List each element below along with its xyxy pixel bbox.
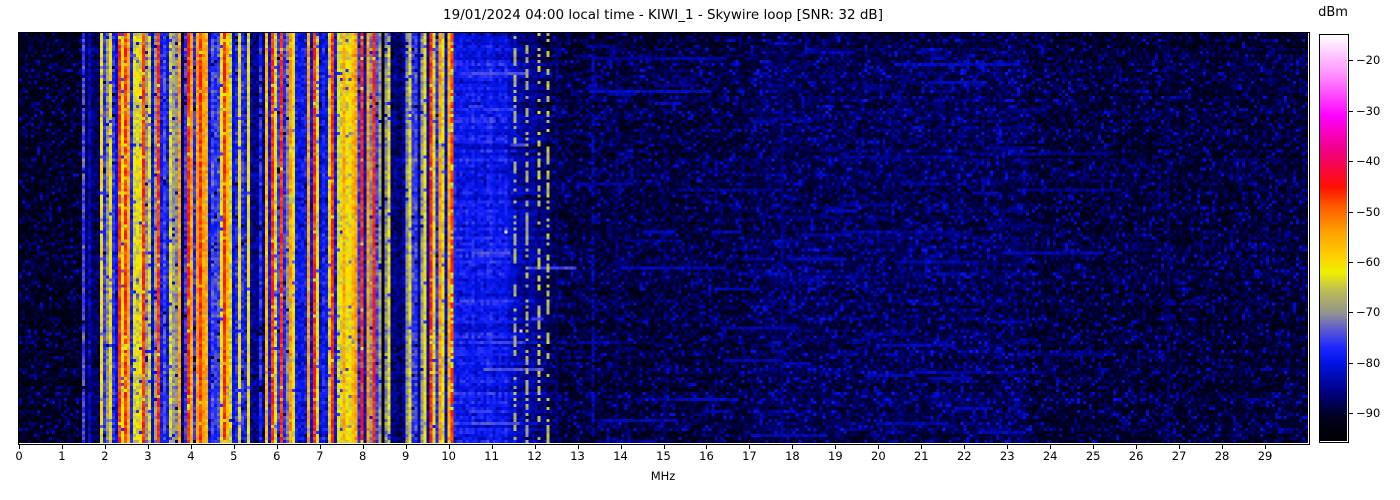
x-tick-mark [835,444,837,449]
colorbar-tick-label: −80 [1356,355,1381,370]
x-tick-label: 10 [441,449,456,463]
x-tick-label: 7 [316,449,324,463]
x-tick-label: 11 [484,449,499,463]
x-tick-mark [147,444,149,449]
x-tick-mark [1007,444,1009,449]
x-tick-label: 1 [58,449,66,463]
colorbar-tick-label: −50 [1356,204,1381,219]
x-tick-label: 15 [656,449,671,463]
x-tick-label: 12 [527,449,542,463]
x-tick-mark [921,444,923,449]
x-tick-label: 26 [1128,449,1144,463]
x-tick-mark [1265,444,1267,449]
x-tick-mark [792,444,794,449]
x-tick-mark [1179,444,1181,449]
x-tick-label: 25 [1085,449,1101,463]
x-tick-label: 0 [15,449,23,463]
colorbar-tick-mark [1348,60,1353,62]
x-tick-label: 23 [999,449,1015,463]
x-tick-label: 9 [402,449,410,463]
colorbar-tick-mark [1348,110,1353,112]
x-tick-label: 22 [956,449,972,463]
x-tick-mark [405,444,407,449]
x-tick-mark [491,444,493,449]
x-tick-mark [749,444,751,449]
x-tick-label: 27 [1171,449,1187,463]
colorbar-tick-mark [1348,312,1353,314]
x-tick-mark [362,444,364,449]
colorbar-tick-mark [1348,413,1353,415]
spectrogram-canvas [19,33,1308,443]
x-tick-label: 13 [570,449,585,463]
x-tick-mark [233,444,235,449]
chart-title: 19/01/2024 04:00 local time - KIWI_1 - S… [443,7,883,23]
x-tick-label: 29 [1257,449,1273,463]
x-tick-mark [1093,444,1095,449]
x-tick-mark [1050,444,1052,449]
x-tick-mark [19,444,20,449]
x-tick-mark [61,444,63,449]
x-tick-mark [104,444,106,449]
colorbar-tick-mark [1348,211,1353,213]
x-tick-mark [1222,444,1224,449]
colorbar-tick-label: −60 [1356,254,1381,269]
x-tick-label: 18 [785,449,800,463]
x-tick-label: 21 [913,449,929,463]
x-tick-mark [276,444,278,449]
x-tick-label: 4 [187,449,195,463]
colorbar-unit-label: dBm [1318,5,1348,20]
colorbar-tick-label: −30 [1356,103,1381,118]
x-tick-mark [190,444,192,449]
x-tick-label: 2 [101,449,109,463]
x-tick-mark [448,444,450,449]
x-tick-mark [577,444,579,449]
colorbar-tick-mark [1348,161,1353,163]
x-tick-label: 3 [144,449,152,463]
x-tick-label: 16 [699,449,714,463]
x-tick-mark [706,444,708,449]
colorbar-tick-mark [1348,362,1353,364]
colorbar-tick-label: −70 [1356,305,1381,320]
x-tick-mark [319,444,321,449]
x-tick-label: 20 [871,449,886,463]
x-tick-label: 19 [828,449,843,463]
colorbar-tick-label: −40 [1356,154,1381,169]
x-tick-mark [663,444,665,449]
x-tick-label: 28 [1214,449,1230,463]
x-tick-mark [878,444,880,449]
x-tick-label: 17 [742,449,757,463]
x-tick-label: 24 [1042,449,1058,463]
colorbar [1320,35,1347,441]
x-tick-mark [1136,444,1138,449]
x-tick-label: 6 [273,449,281,463]
x-axis-label: MHz [650,469,676,483]
colorbar-tick-label: −90 [1356,406,1381,421]
colorbar-tick-mark [1348,261,1353,263]
x-tick-label: 5 [230,449,238,463]
x-tick-label: 14 [613,449,628,463]
x-tick-mark [534,444,536,449]
colorbar-tick-label: −20 [1356,53,1381,68]
x-tick-label: 8 [359,449,367,463]
x-tick-mark [620,444,622,449]
x-tick-mark [964,444,966,449]
